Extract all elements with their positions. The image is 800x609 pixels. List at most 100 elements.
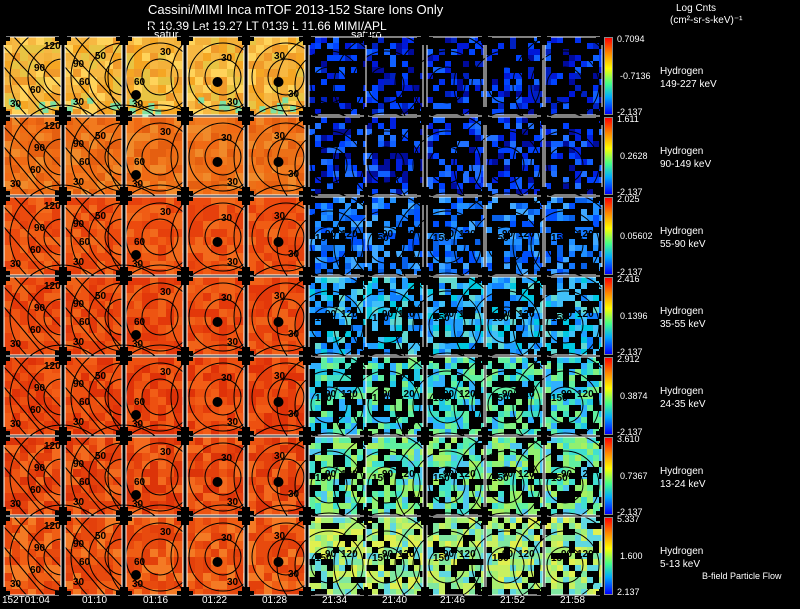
image-panel: [453, 192, 559, 298]
contour-label: 30: [73, 577, 85, 588]
contour-label: 90: [382, 549, 394, 560]
colorbar: [604, 357, 613, 435]
contour-label: 150: [492, 393, 509, 404]
contour-label: 120: [44, 201, 61, 212]
footer-note: B-field Particle Flow: [702, 571, 782, 581]
contour-label: 60: [134, 317, 146, 328]
contour-label: 90: [73, 459, 85, 470]
contour-label: 120: [44, 121, 61, 132]
contour-label: 150: [315, 393, 332, 404]
contour-label: 90: [73, 299, 85, 310]
contour-label: 60: [30, 85, 42, 96]
image-panel: [170, 424, 276, 530]
contour-label: 150: [372, 313, 389, 324]
species-label: Hydrogen: [660, 386, 704, 397]
colorbar-max: 2.025: [617, 194, 640, 204]
colorbar-mid: 0.7367: [620, 471, 648, 481]
contour-label: 60: [30, 165, 42, 176]
contour-label: 120: [44, 41, 61, 52]
contour-label: 90: [443, 229, 455, 240]
colorbar-mid: 0.1396: [620, 311, 648, 321]
contour-label: 150: [433, 393, 450, 404]
image-panel: [512, 272, 618, 378]
contour-label: 150: [315, 233, 332, 244]
contour-label: 120: [459, 309, 476, 320]
time-tick-label: 152T01:04: [2, 595, 50, 606]
contour-label: 90: [561, 549, 573, 560]
contour-label: 120: [577, 549, 594, 560]
image-panel: [276, 352, 382, 458]
colorbar-min: -2.137: [617, 507, 643, 517]
time-tick-label: 21:40: [382, 595, 408, 606]
image-panel: [233, 424, 339, 530]
contour-label: 120: [577, 229, 594, 240]
time-tick-label: 01:16: [143, 595, 169, 606]
contour-label: 30: [288, 89, 300, 100]
contour-label: 150: [372, 473, 389, 484]
image-panel: [170, 104, 276, 210]
contour-label: 30: [274, 371, 286, 382]
colorbar-mid: -0.7136: [620, 71, 651, 81]
species-label: Hydrogen: [660, 66, 704, 77]
contour-label: 60: [30, 485, 42, 496]
contour-label: 30: [288, 329, 300, 340]
image-panel: [0, 424, 115, 530]
species-label: Hydrogen: [660, 226, 704, 237]
image-panel: [512, 192, 618, 298]
contour-label: 90: [502, 309, 514, 320]
contour-label: 30: [132, 499, 144, 510]
contour-label: 90: [502, 229, 514, 240]
contour-label: 120: [577, 309, 594, 320]
time-tick-label: 21:58: [560, 595, 586, 606]
contour-label: 30: [288, 569, 300, 580]
contour-label: 150: [315, 473, 332, 484]
contour-label: 30: [73, 257, 85, 268]
contour-label: 90: [73, 59, 85, 70]
contour-label: 30: [288, 409, 300, 420]
contour-label: 50: [95, 371, 107, 382]
image-panel: [0, 24, 115, 130]
contour-label: 150: [372, 553, 389, 564]
contour-label: 30: [160, 207, 172, 218]
time-tick-label: 21:52: [500, 595, 526, 606]
species-label: Hydrogen: [660, 146, 704, 157]
contour-label: 60: [134, 237, 146, 248]
contour-label: 30: [10, 179, 22, 190]
contour-label: 90: [443, 309, 455, 320]
contour-label: 90: [382, 389, 394, 400]
contour-label: 120: [44, 361, 61, 372]
image-panel: [512, 32, 618, 138]
image-panel: [170, 24, 276, 130]
contour-label: 30: [221, 453, 233, 464]
contour-label: 50: [95, 211, 107, 222]
image-panel: [276, 272, 382, 378]
contour-label: 60: [30, 405, 42, 416]
image-panel: [453, 272, 559, 378]
contour-label: 150: [492, 473, 509, 484]
image-panel: [453, 352, 559, 458]
contour-label: 120: [459, 549, 476, 560]
contour-label: 30: [10, 499, 22, 510]
legend-title: Log Cnts: [676, 3, 717, 14]
contour-label: 30: [10, 419, 22, 430]
contour-label: 90: [34, 383, 46, 394]
colorbar-min: -2.137: [617, 267, 643, 277]
contour-label: 50: [95, 291, 107, 302]
contour-label: 90: [325, 469, 337, 480]
contour-label: 150: [551, 233, 568, 244]
contour-label: 30: [160, 527, 172, 538]
contour-label: 90: [561, 469, 573, 480]
contour-label: 30: [160, 367, 172, 378]
species-label: Hydrogen: [660, 466, 704, 477]
contour-label: 120: [341, 309, 358, 320]
colorbar-mid: 0.3874: [620, 391, 648, 401]
colorbar-min: -2.137: [617, 187, 643, 197]
colorbar-max: 2.912: [617, 354, 640, 364]
contour-label: 90: [34, 543, 46, 554]
colorbar: [604, 437, 613, 515]
contour-label: 90: [443, 469, 455, 480]
contour-label: 150: [315, 313, 332, 324]
contour-label: 60: [134, 157, 146, 168]
contour-label: 60: [134, 77, 146, 88]
